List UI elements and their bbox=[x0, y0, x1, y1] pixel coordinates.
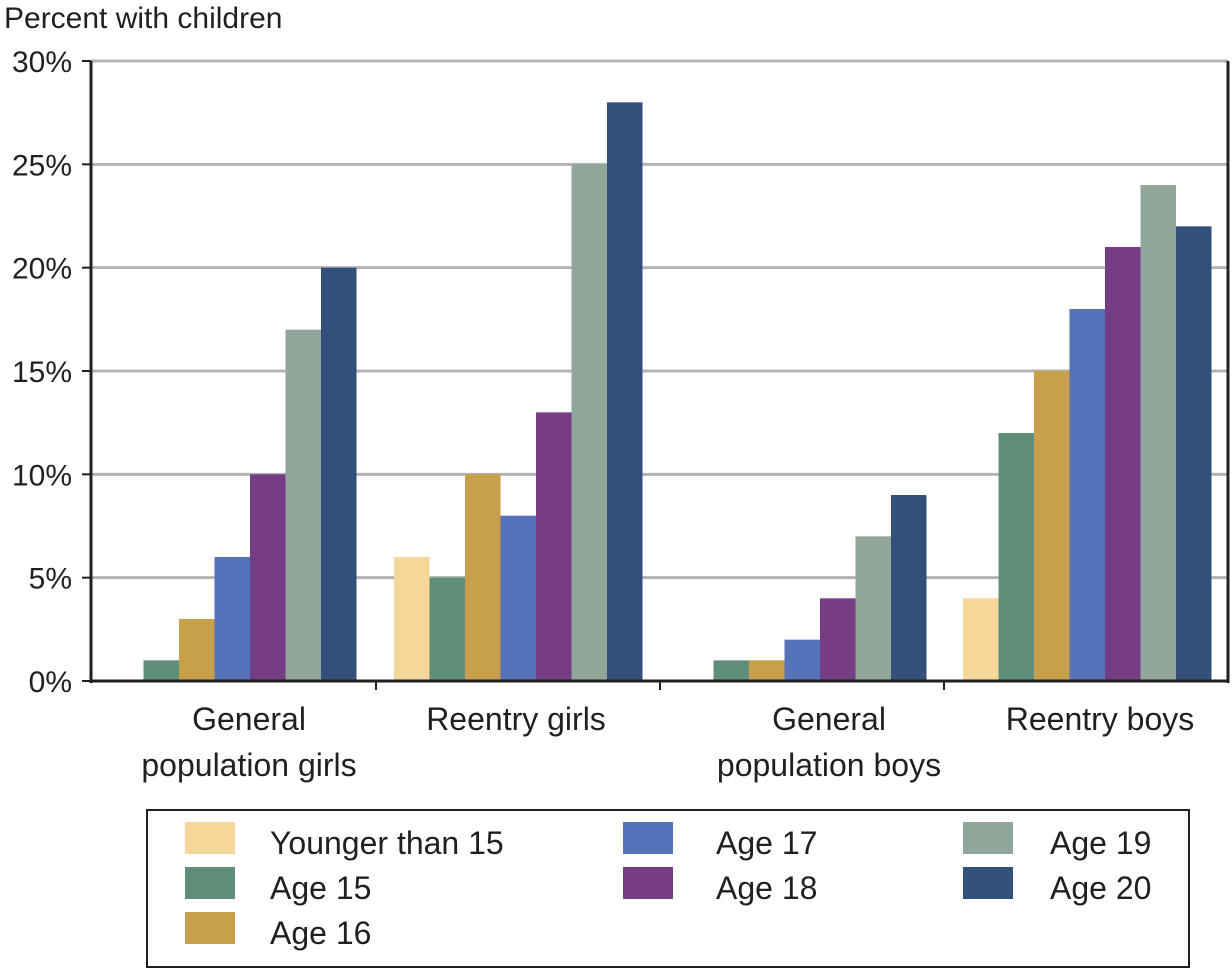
legend-label: Younger than 15 bbox=[270, 825, 504, 861]
y-tick-label: 15% bbox=[12, 356, 72, 389]
bar-age-19-3 bbox=[1140, 185, 1176, 681]
bar-age-17-3 bbox=[1069, 309, 1105, 681]
category-label: General bbox=[772, 701, 886, 737]
legend-label: Age 16 bbox=[270, 915, 371, 951]
bar-age-17-2 bbox=[784, 639, 820, 681]
bar-age-19-0 bbox=[285, 329, 321, 681]
bar-age-15-1 bbox=[429, 577, 465, 681]
bar-age-18-2 bbox=[820, 598, 856, 681]
y-tick-label: 20% bbox=[12, 253, 72, 286]
bar-age-16-0 bbox=[179, 619, 215, 681]
bar-age-16-2 bbox=[749, 660, 785, 681]
bar-age-20-0 bbox=[321, 267, 357, 681]
category-label: population boys bbox=[717, 747, 941, 783]
bar-younger-than-15-1 bbox=[394, 557, 430, 681]
bar-age-15-0 bbox=[143, 660, 179, 681]
y-tick-label: 10% bbox=[12, 459, 72, 492]
legend: Younger than 15 Age 15 Age 16 Age 17 Age 18 A… bbox=[146, 809, 1190, 968]
category-label: General bbox=[192, 701, 306, 737]
bar-younger-than-15-3 bbox=[963, 598, 999, 681]
bar-age-15-3 bbox=[998, 433, 1034, 681]
y-axis-ticks: 0% 5% 10% 15% 20% 25% 30% bbox=[12, 46, 91, 699]
y-tick-label: 30% bbox=[12, 46, 72, 79]
bar-age-18-3 bbox=[1105, 247, 1141, 681]
bar-age-20-1 bbox=[607, 102, 643, 682]
legend-box bbox=[146, 809, 1190, 968]
y-tick-label: 0% bbox=[29, 666, 72, 699]
legend-swatch bbox=[963, 822, 1013, 854]
legend-label: Age 18 bbox=[716, 870, 817, 906]
bar-age-18-1 bbox=[536, 412, 572, 681]
bar-age-19-1 bbox=[571, 164, 607, 682]
category-label: Reentry girls bbox=[426, 701, 606, 737]
bar-age-17-1 bbox=[500, 515, 536, 681]
bars bbox=[143, 102, 1212, 682]
x-axis-labels: General population girls Reentry girls Gene… bbox=[141, 701, 1194, 783]
legend-swatch bbox=[185, 867, 235, 899]
legend-swatch bbox=[623, 867, 673, 899]
bar-age-16-3 bbox=[1034, 371, 1070, 681]
y-tick-label: 5% bbox=[29, 563, 72, 596]
category-label: population girls bbox=[141, 747, 356, 783]
y-tick-label: 25% bbox=[12, 149, 72, 182]
bar-age-17-0 bbox=[214, 557, 250, 681]
bar-age-18-0 bbox=[250, 474, 286, 681]
bar-age-16-1 bbox=[465, 474, 501, 681]
bar-age-20-3 bbox=[1176, 226, 1212, 682]
bar-age-20-2 bbox=[891, 495, 927, 681]
legend-label: Age 17 bbox=[716, 825, 817, 861]
legend-label: Age 15 bbox=[270, 870, 371, 906]
legend-swatch bbox=[963, 867, 1013, 899]
y-axis-title: Percent with children bbox=[4, 2, 282, 35]
bar-age-19-2 bbox=[855, 536, 891, 681]
category-label: Reentry boys bbox=[1006, 701, 1195, 737]
bar-age-15-2 bbox=[713, 660, 749, 681]
legend-swatch bbox=[185, 912, 235, 944]
legend-swatch bbox=[623, 822, 673, 854]
legend-label: Age 19 bbox=[1050, 825, 1151, 861]
legend-label: Age 20 bbox=[1050, 870, 1151, 906]
legend-swatch bbox=[185, 822, 235, 854]
